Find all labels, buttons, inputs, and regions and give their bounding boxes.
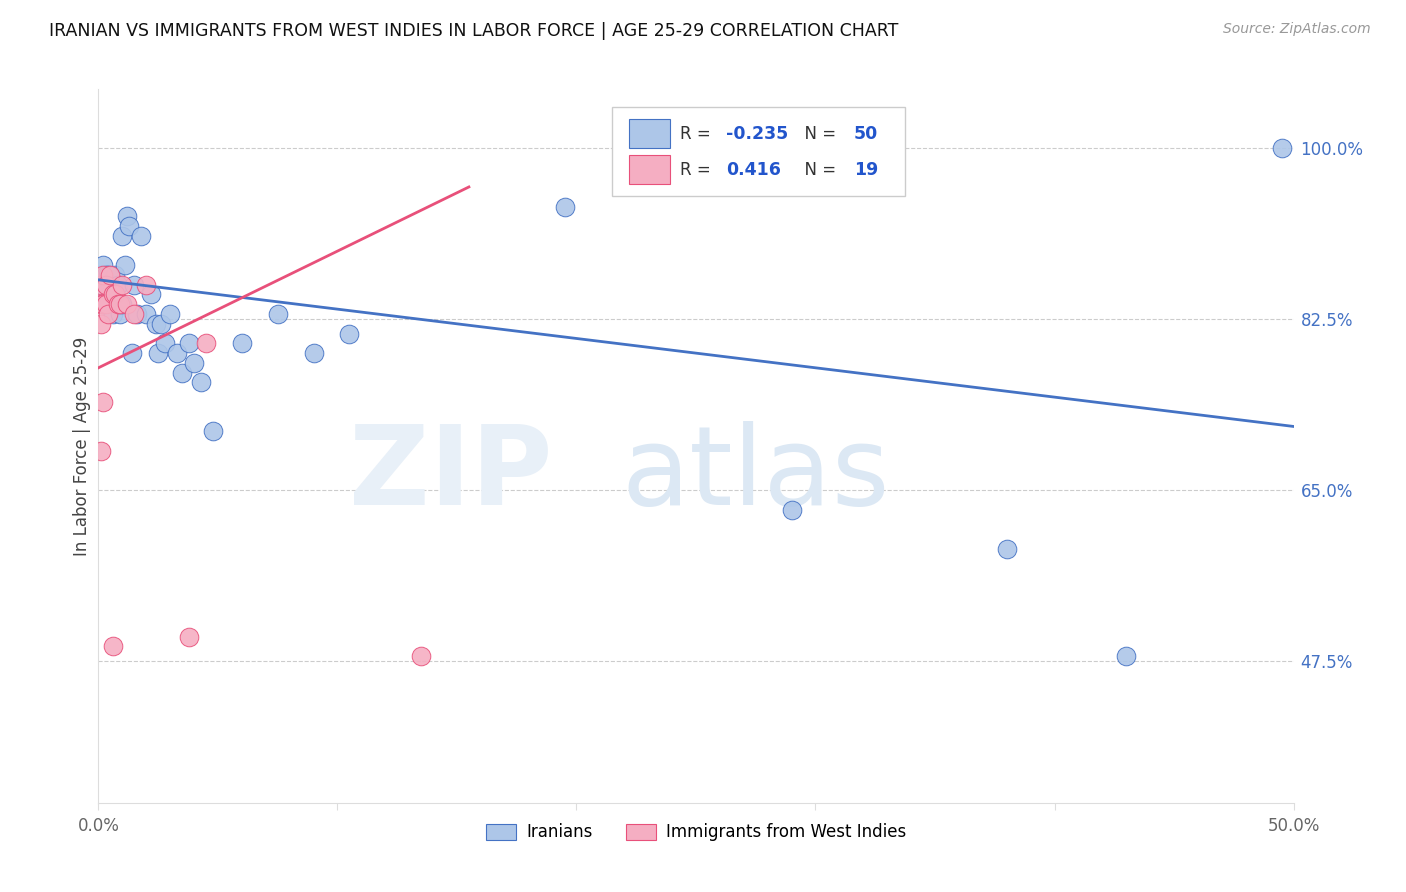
Point [91,395,114,409]
Text: -0.235: -0.235 [725,125,789,143]
Point [91,297,114,311]
Point [111,228,134,243]
Point [94,268,117,282]
FancyBboxPatch shape [613,107,905,196]
Point [172,366,194,380]
Point [1271,141,1294,155]
Point [107,277,129,292]
Point [995,541,1018,556]
Point [101,287,124,301]
Point [155,336,177,351]
Point [780,502,803,516]
Point [94,277,117,292]
Point [202,425,225,439]
Point [179,630,201,644]
Point [131,228,153,243]
Point [115,209,138,223]
Point [114,258,136,272]
Point [90,277,112,292]
Point [97,297,120,311]
Point [98,268,122,282]
Text: R =: R = [681,161,717,178]
Point [107,297,129,311]
Point [124,277,146,292]
Point [111,297,134,311]
Text: N =: N = [794,161,841,178]
Point [159,307,181,321]
Text: IRANIAN VS IMMIGRANTS FROM WEST INDIES IN LABOR FORCE | AGE 25-29 CORRELATION CH: IRANIAN VS IMMIGRANTS FROM WEST INDIES I… [49,22,898,40]
Point [90,443,112,458]
Point [90,317,112,331]
Point [190,376,212,390]
Text: atlas: atlas [621,421,890,528]
Point [91,258,114,272]
Point [90,277,112,292]
Point [91,268,114,282]
Point [125,307,148,321]
Point [115,297,138,311]
Point [90,268,112,282]
Point [104,287,127,301]
Point [97,307,120,321]
Point [339,326,361,341]
Point [179,336,201,351]
Point [135,307,157,321]
Point [149,317,172,331]
Legend: Iranians, Immigrants from West Indies: Iranians, Immigrants from West Indies [479,817,912,848]
FancyBboxPatch shape [628,155,669,184]
Point [111,277,134,292]
Text: 19: 19 [853,161,877,178]
Point [91,287,114,301]
Text: R =: R = [681,125,717,143]
Point [166,346,188,360]
Point [101,277,124,292]
Point [94,287,117,301]
Point [195,336,218,351]
Point [98,277,122,292]
Point [1115,649,1137,664]
Point [302,346,325,360]
Point [267,307,290,321]
Text: Source: ZipAtlas.com: Source: ZipAtlas.com [1223,22,1371,37]
Point [183,356,205,370]
Point [98,287,122,301]
Point [108,297,131,311]
Point [121,346,143,360]
Point [135,277,157,292]
Y-axis label: In Labor Force | Age 25-29: In Labor Force | Age 25-29 [73,336,91,556]
Point [108,307,131,321]
Point [91,297,114,311]
Point [101,640,124,654]
Point [231,336,253,351]
Point [554,200,576,214]
Point [90,297,112,311]
FancyBboxPatch shape [628,120,669,148]
Point [411,649,433,664]
Point [97,268,120,282]
Point [139,287,162,301]
Text: N =: N = [794,125,841,143]
Text: 0.416: 0.416 [725,161,780,178]
Text: ZIP: ZIP [349,421,553,528]
Point [104,287,127,301]
Point [101,307,124,321]
Text: 50: 50 [853,125,877,143]
Point [145,317,167,331]
Point [118,219,141,233]
Point [94,277,117,292]
Point [124,307,146,321]
Point [107,297,129,311]
Point [104,268,127,282]
Point [148,346,170,360]
Point [94,297,117,311]
